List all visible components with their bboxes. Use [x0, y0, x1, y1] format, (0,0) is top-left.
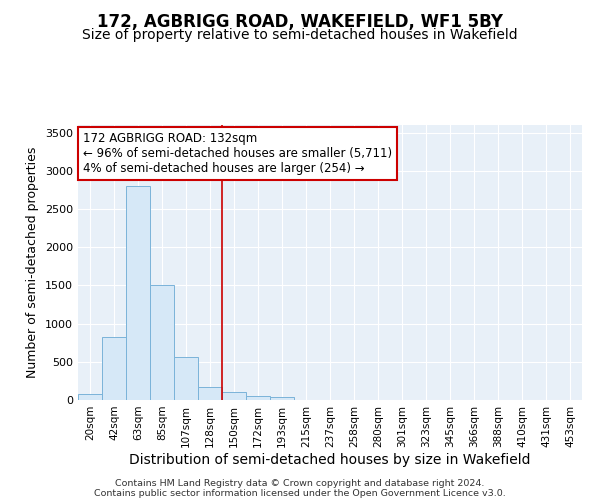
Y-axis label: Number of semi-detached properties: Number of semi-detached properties	[26, 147, 40, 378]
Bar	[150, 286, 174, 400]
Text: Contains HM Land Registry data © Crown copyright and database right 2024.: Contains HM Land Registry data © Crown c…	[115, 478, 485, 488]
Bar	[78, 394, 102, 400]
Text: Size of property relative to semi-detached houses in Wakefield: Size of property relative to semi-detach…	[82, 28, 518, 42]
Text: 172, AGBRIGG ROAD, WAKEFIELD, WF1 5BY: 172, AGBRIGG ROAD, WAKEFIELD, WF1 5BY	[97, 12, 503, 30]
Bar	[102, 338, 126, 400]
Bar	[198, 386, 222, 400]
Bar	[126, 186, 150, 400]
X-axis label: Distribution of semi-detached houses by size in Wakefield: Distribution of semi-detached houses by …	[129, 452, 531, 466]
Bar	[246, 396, 270, 400]
Text: Contains public sector information licensed under the Open Government Licence v3: Contains public sector information licen…	[94, 488, 506, 498]
Text: 172 AGBRIGG ROAD: 132sqm
← 96% of semi-detached houses are smaller (5,711)
4% of: 172 AGBRIGG ROAD: 132sqm ← 96% of semi-d…	[83, 132, 392, 175]
Bar	[222, 392, 246, 400]
Bar	[270, 397, 294, 400]
Bar	[174, 357, 198, 400]
